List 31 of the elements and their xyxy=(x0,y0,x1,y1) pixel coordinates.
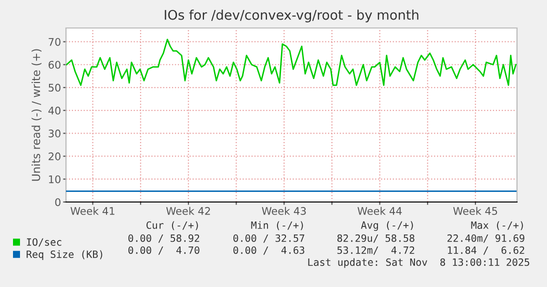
legend-label: Req Size (KB) xyxy=(26,250,102,260)
y-tick-label: 70 xyxy=(48,38,60,46)
x-tick-label: Week 45 xyxy=(453,206,498,215)
y-tick-label: 40 xyxy=(48,106,60,115)
text: 82.29u/ 58.58 xyxy=(337,234,414,243)
y-tick-label: 50 xyxy=(48,84,60,92)
y-axis-title: Units read (-) / write (+) xyxy=(32,49,42,181)
x-tick-label: Week 44 xyxy=(358,206,402,215)
text: Last update: Sat Nov 8 13:00:11 2025 xyxy=(308,258,530,268)
y-tick-label: 10 xyxy=(49,175,60,184)
x-tick-label: Week 41 xyxy=(70,206,114,215)
text: 11.84 / 6.62 xyxy=(448,246,524,255)
x-tick-label: Week 43 xyxy=(262,206,306,215)
text: 0.00 / 58.92 xyxy=(128,234,200,243)
text: 22.40m/ 91.69 xyxy=(447,234,524,243)
y-tick-label: 0 xyxy=(55,198,60,206)
text: Max (-/+) xyxy=(471,221,523,230)
text: Min (-/+) xyxy=(251,221,303,230)
y-tick-label: 30 xyxy=(48,130,60,138)
y-tick-label: 20 xyxy=(48,152,60,160)
x-tick-label: Week 42 xyxy=(166,206,210,215)
y-tick-label: 60 xyxy=(48,60,60,69)
text: 53.12m/ 4.72 xyxy=(337,246,414,255)
line-series xyxy=(66,38,517,86)
legend-label: IO/sec xyxy=(26,238,62,247)
text: Avg (-/+) xyxy=(361,221,413,231)
text: 0.00 / 4.63 xyxy=(233,246,304,255)
text: 0.00 / 32.57 xyxy=(233,234,304,243)
text: Cur (-/+) xyxy=(146,221,198,230)
text: 0.00 / 4.70 xyxy=(128,246,200,255)
chart-title: IOs for /dev/convex-vg/root - by month xyxy=(164,10,418,22)
